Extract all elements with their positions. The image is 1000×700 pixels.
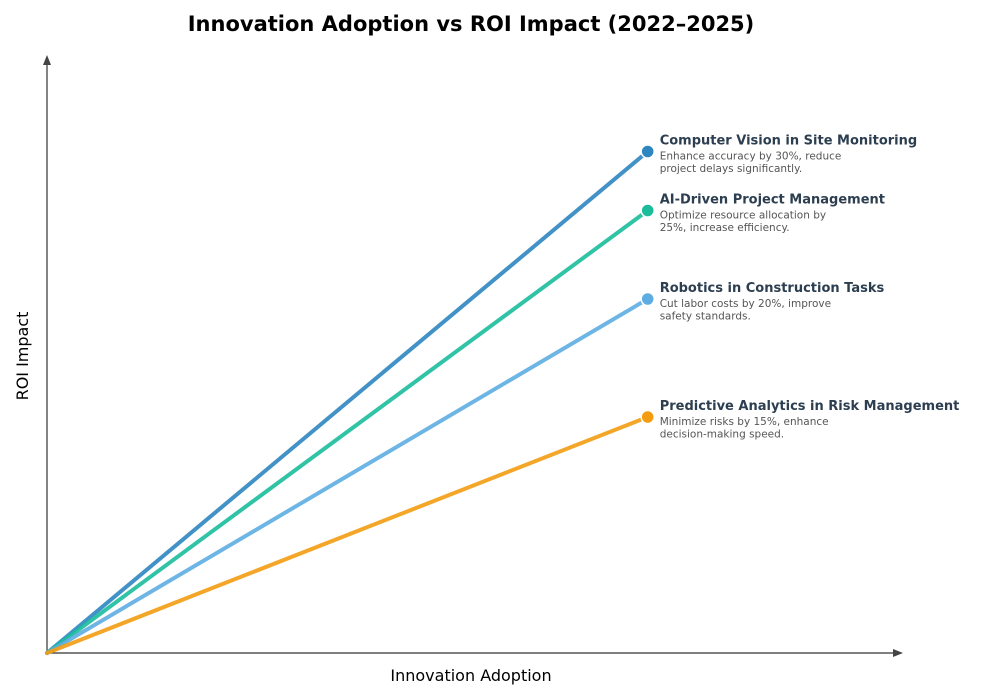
series-endpoint-4 — [640, 409, 655, 425]
series-endpoint-2 — [640, 203, 655, 218]
series-label-2: AI-Driven Project Management — [660, 193, 885, 208]
chart-title: Innovation Adoption vs ROI Impact (2022–… — [188, 12, 755, 36]
series-description-4-line-1: Minimize risks by 15%, enhance — [660, 416, 829, 428]
series-description-3-line-2: safety standards. — [660, 311, 751, 323]
series-layer: Computer Vision in Site Monitoring Enhanc… — [45, 134, 960, 655]
series-endpoint-3 — [640, 291, 655, 307]
series-description-2-line-1: Optimize resource allocation by — [660, 210, 826, 222]
series-line-1 — [45, 149, 650, 655]
series-description-3-line-1: Cut labor costs by 20%, improve — [660, 298, 831, 310]
series-label-3: Robotics in Construction Tasks — [660, 281, 885, 296]
series-line-2 — [45, 208, 650, 655]
y-axis-label: ROI Impact — [13, 312, 32, 401]
series-endpoint-1 — [640, 144, 655, 159]
series-label-4: Predictive Analytics in Risk Management — [660, 399, 960, 414]
series-description-4-line-2: decision-making speed. — [660, 429, 784, 441]
series-label-1: Computer Vision in Site Monitoring — [660, 134, 918, 149]
series-line-4 — [45, 415, 650, 655]
series-description-1-line-1: Enhance accuracy by 30%, reduce — [660, 151, 842, 163]
series-description-2-line-2: 25%, increase efficiency. — [660, 222, 790, 234]
series-line-3 — [45, 297, 650, 655]
x-axis-label: Innovation Adoption — [390, 666, 551, 685]
series-description-1-line-2: project delays significantly. — [660, 163, 802, 175]
